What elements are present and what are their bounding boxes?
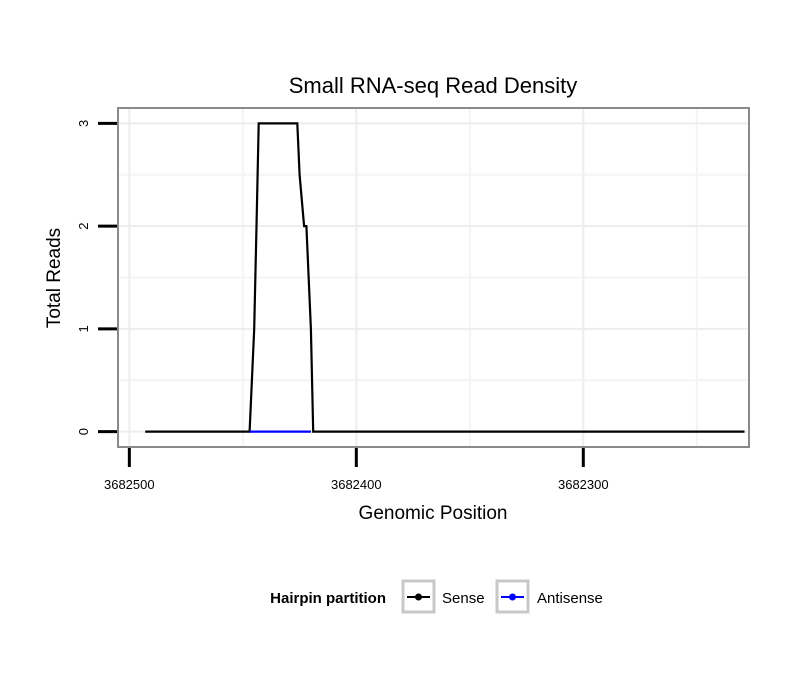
plot-panel-border	[117, 107, 750, 448]
x-tick-label: 3682400	[331, 477, 382, 492]
y-tick-label: 2	[76, 222, 91, 229]
x-tick-label: 3682300	[558, 477, 609, 492]
legend-title: Hairpin partition	[270, 590, 386, 607]
y-tick-label: 0	[76, 428, 91, 435]
legend-label-sense: Sense	[442, 590, 485, 607]
legend-item-sense: Sense	[401, 579, 485, 614]
legend-label-antisense: Antisense	[537, 590, 603, 607]
y-axis-label: Total Reads	[44, 228, 65, 328]
x-tick-label: 3682500	[104, 477, 155, 492]
y-axis: 0 1 2 3	[76, 120, 117, 435]
x-axis-label: Genomic Position	[359, 503, 508, 524]
legend-key-sense-dot	[415, 593, 422, 601]
series-layer	[145, 122, 745, 433]
chart-title: Small RNA-seq Read Density	[289, 73, 578, 98]
minor-gridlines	[118, 108, 749, 447]
legend-key-antisense-dot	[509, 593, 516, 601]
y-tick-label: 1	[76, 325, 91, 332]
legend-item-antisense: Antisense	[495, 579, 603, 614]
y-tick-label: 3	[76, 120, 91, 127]
x-axis: 3682500 3682400 3682300	[104, 448, 609, 492]
series-line-sense	[145, 122, 745, 433]
legend: Hairpin partition Sense Antisense	[270, 579, 603, 614]
